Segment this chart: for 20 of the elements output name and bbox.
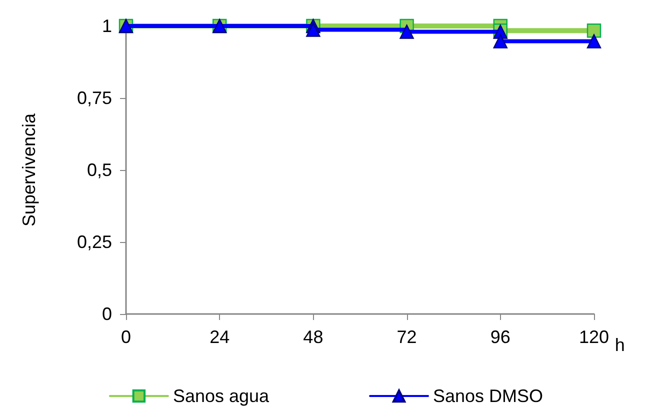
point [306,22,320,37]
point [586,34,602,48]
x-tick-label: 120 [578,327,610,347]
point [493,34,508,48]
point [586,24,602,38]
y-tick-label: 0,25 [76,232,112,252]
x-tick-label: 48 [303,327,324,347]
x-tick-label: 24 [210,327,230,347]
y-tick-label: 0,5 [86,160,112,180]
y-tick-label: 0,75 [76,88,112,108]
point [400,24,414,39]
y-tick-label: 0 [102,304,112,324]
x-tick-label: 0 [120,327,132,347]
legend-label: Sanos agua [172,386,270,406]
y-axis-title: Supervivencia [19,112,39,227]
x-axis-title: h [614,335,625,355]
y-tick-label: 1 [102,16,112,36]
x-tick-label: 96 [490,327,510,347]
x-tick-label: 72 [396,327,417,347]
legend-label: Sanos DMSO [433,386,544,406]
